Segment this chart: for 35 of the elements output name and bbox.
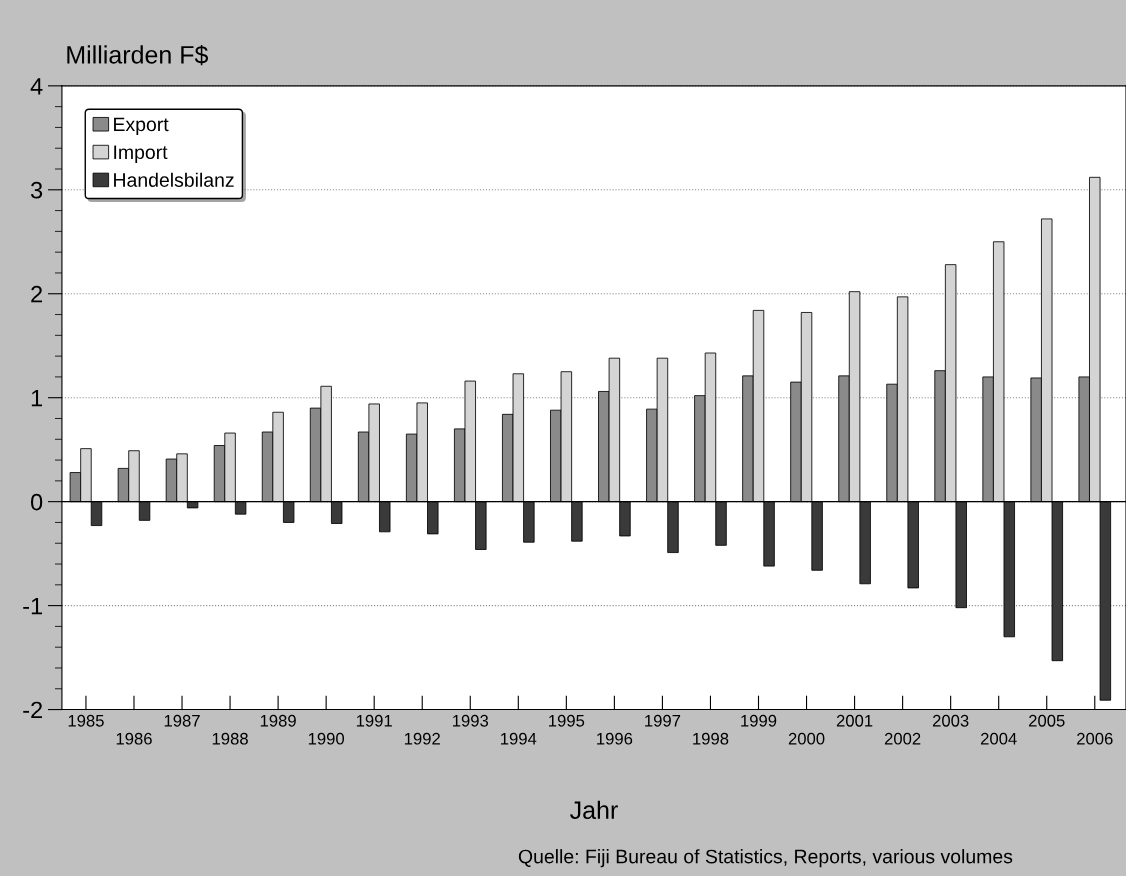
x-tick-label: 1991 bbox=[356, 714, 392, 727]
y-tick-label: -2 bbox=[23, 701, 42, 719]
x-tick-label: 1992 bbox=[404, 732, 440, 745]
y-tick-label: 2 bbox=[31, 285, 42, 303]
legend-label: Export bbox=[114, 117, 169, 136]
legend-label: Handelsbilanz bbox=[114, 172, 234, 187]
x-tick-label: 1998 bbox=[693, 732, 729, 745]
x-tick-label: 1987 bbox=[164, 714, 200, 727]
x-tick-label: 2001 bbox=[836, 714, 873, 727]
x-tick-label: 2002 bbox=[884, 732, 921, 745]
legend-label: Import bbox=[114, 145, 168, 163]
x-tick-label: 1994 bbox=[501, 732, 537, 745]
x-tick-label: 2005 bbox=[1029, 714, 1065, 727]
x-tick-label: 1988 bbox=[212, 732, 248, 745]
x-tick-label: 1997 bbox=[645, 714, 681, 727]
x-tick-label: 2004 bbox=[981, 732, 1017, 745]
y-tick-label: 0 bbox=[30, 493, 43, 511]
x-tick-label: 1999 bbox=[741, 714, 777, 727]
x-tick-label: 2003 bbox=[932, 714, 969, 727]
y-tick-label: 1 bbox=[31, 390, 43, 407]
x-tick-label: 1985 bbox=[68, 714, 104, 727]
x-tick-label: 2006 bbox=[1077, 732, 1113, 745]
x-tick-label: 2000 bbox=[788, 732, 825, 745]
source-note: Quelle: Fiji Bureau of Statistics, Reports, various volumes bbox=[518, 849, 1013, 868]
y-tick-label: -1 bbox=[23, 597, 43, 615]
x-axis-title: Jahr bbox=[570, 800, 618, 820]
x-tick-label: 1986 bbox=[116, 732, 152, 745]
y-tick-label: 4 bbox=[30, 78, 43, 95]
x-tick-label: 1993 bbox=[453, 714, 489, 727]
y-tick-label: 3 bbox=[30, 181, 43, 199]
y-axis-title: Milliarden F$ bbox=[67, 44, 209, 66]
x-tick-label: 1990 bbox=[308, 732, 345, 745]
x-tick-label: 1989 bbox=[260, 714, 296, 727]
x-tick-label: 1996 bbox=[597, 732, 633, 745]
x-tick-label: 1995 bbox=[549, 714, 585, 727]
